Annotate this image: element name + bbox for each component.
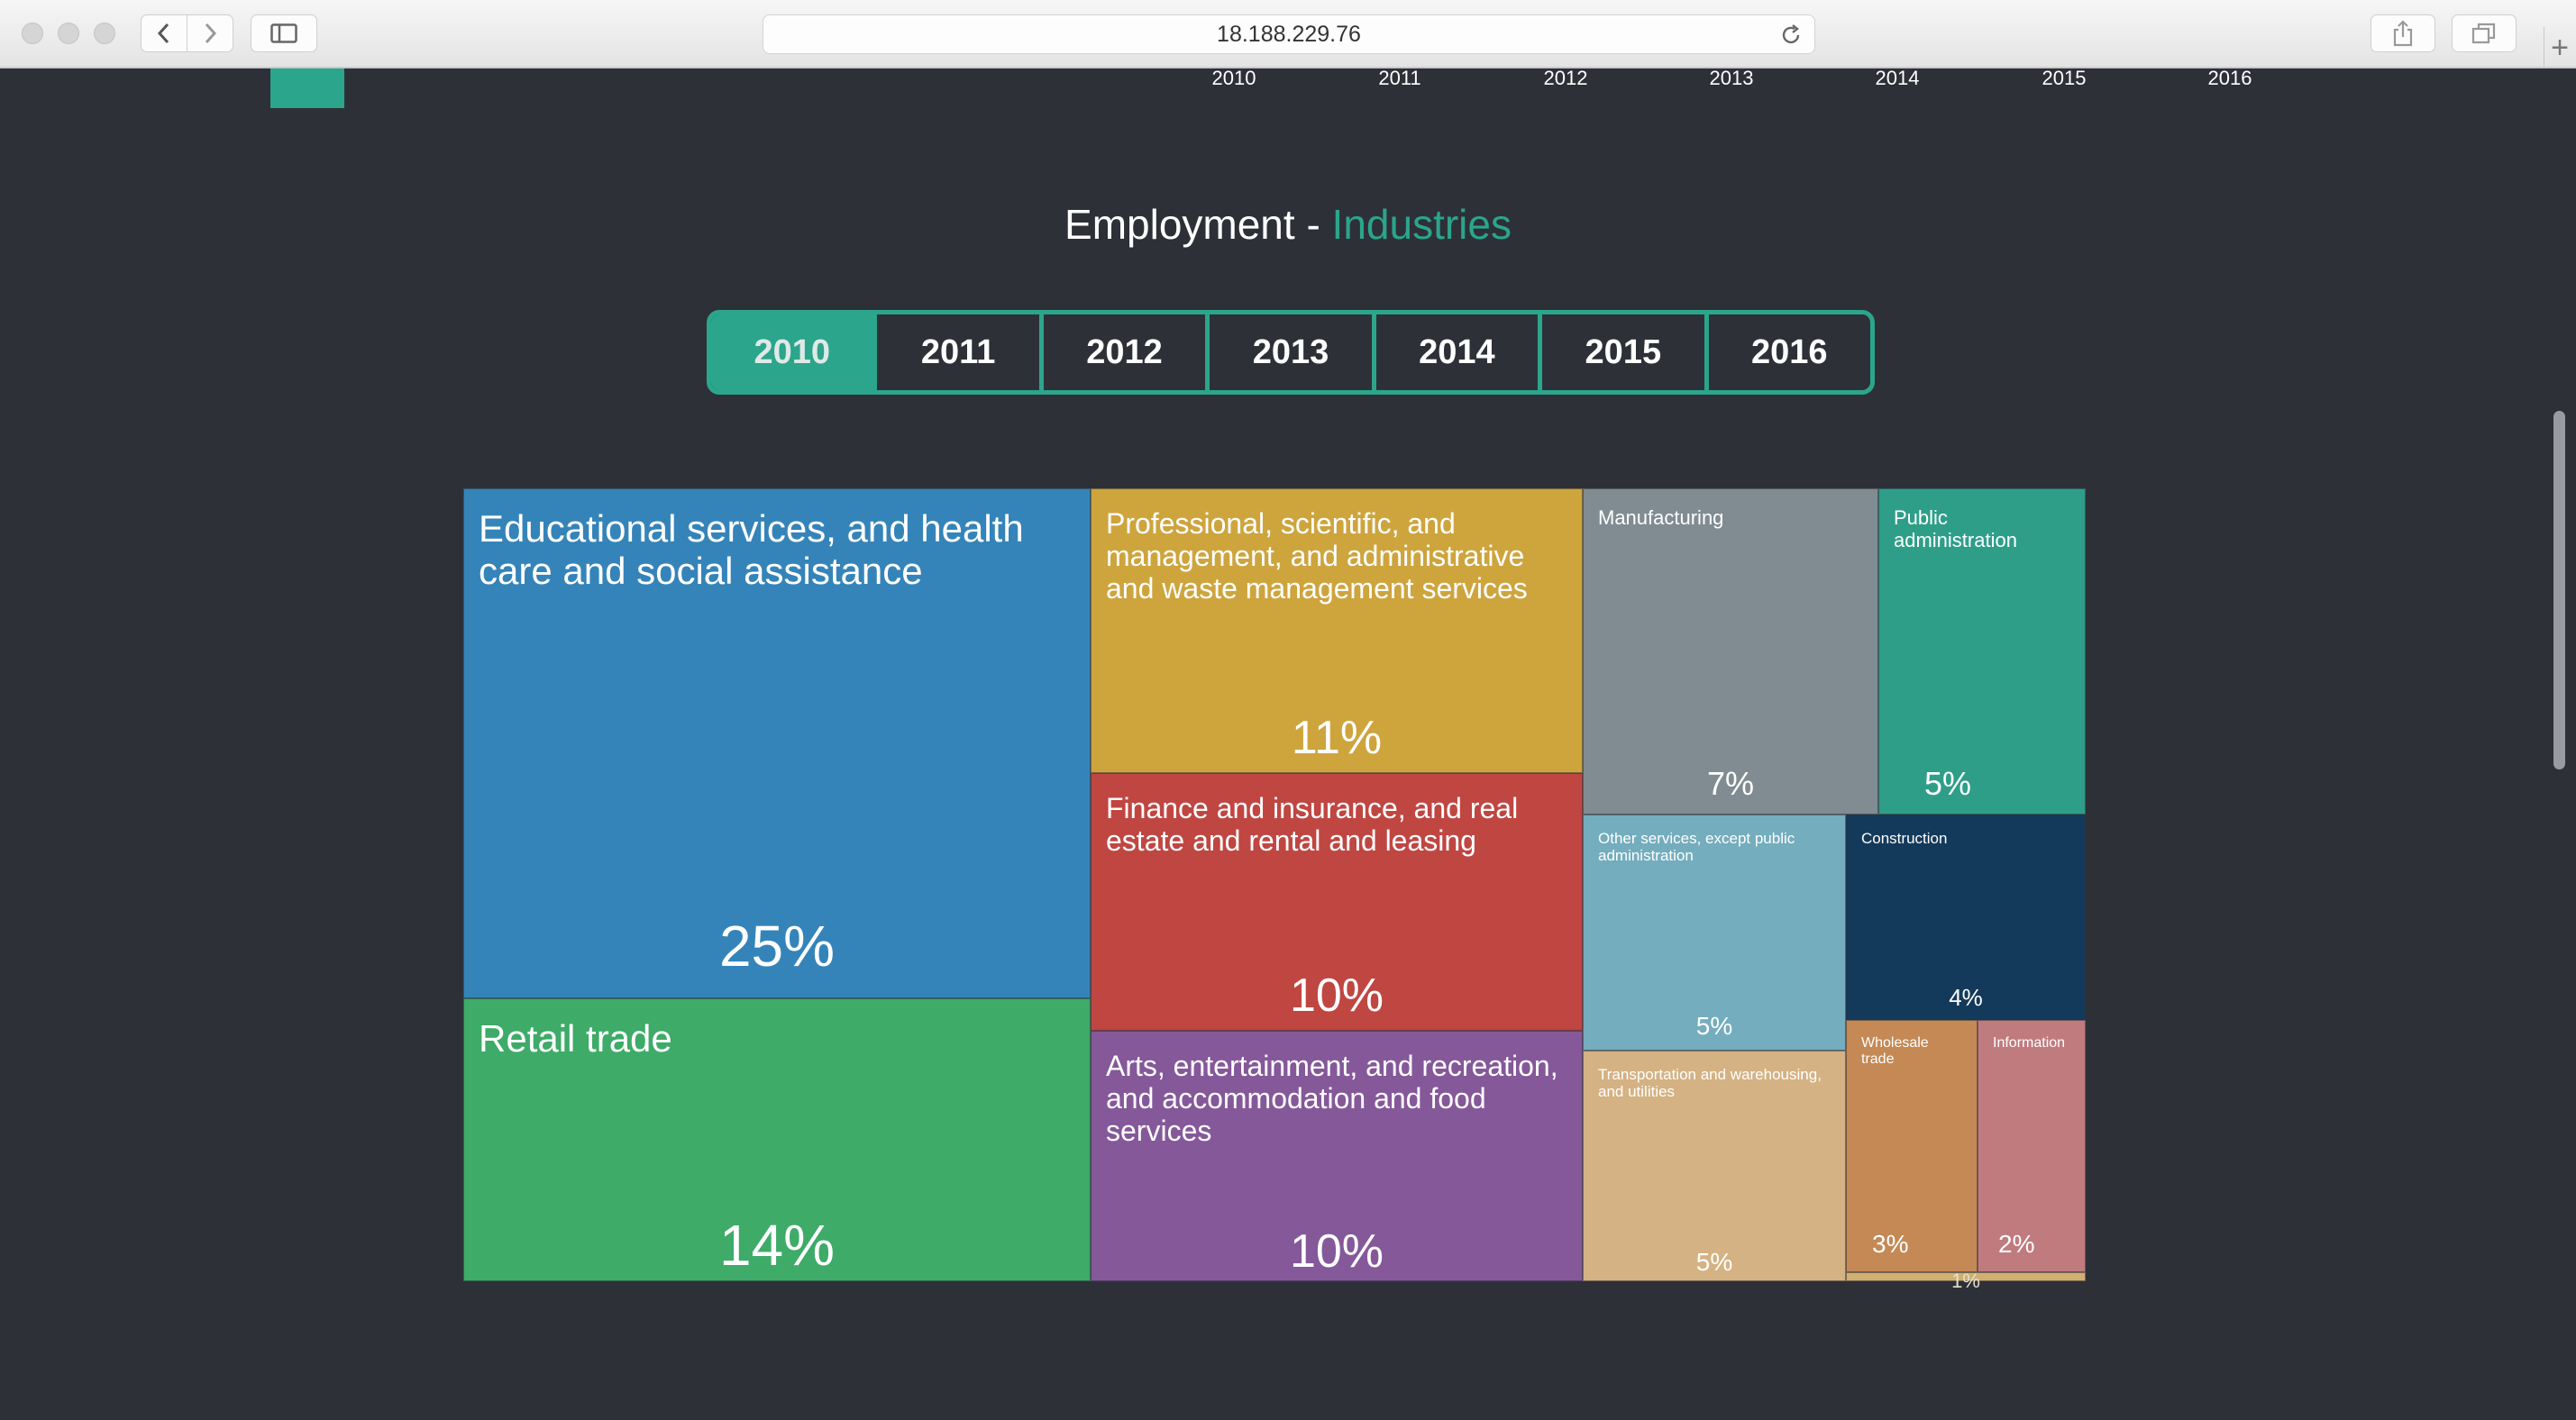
minimize-window-button[interactable] bbox=[58, 23, 79, 44]
treemap-tile-finance[interactable]: Finance and insurance, and real estate a… bbox=[1091, 773, 1583, 1031]
treemap-tile-label: Wholesale trade bbox=[1861, 1035, 1929, 1068]
treemap-tile-percent: 3% bbox=[1872, 1230, 1909, 1258]
axis-year-label: 2016 bbox=[2207, 67, 2252, 89]
treemap-tile-percent: 14% bbox=[718, 1213, 836, 1278]
treemap-tile-arts[interactable]: Arts, entertainment, and recreation, and… bbox=[1091, 1031, 1583, 1281]
tabs-overview-button[interactable] bbox=[2452, 14, 2517, 52]
treemap-tile-public-admin[interactable]: Public administration 5% bbox=[1878, 488, 2086, 815]
treemap-tile-label: Manufacturing bbox=[1598, 506, 1724, 529]
treemap-tile-percent: 1% bbox=[1951, 1270, 1980, 1292]
treemap-tile-transportation[interactable]: Transportation and warehousing, and util… bbox=[1583, 1051, 1846, 1281]
axis-year-label: 2011 bbox=[1378, 67, 1421, 89]
treemap-tile-education[interactable]: Educational services, and health care an… bbox=[463, 488, 1091, 998]
treemap-tile-label: Retail trade bbox=[479, 1017, 672, 1060]
plus-icon: + bbox=[2551, 31, 2569, 65]
treemap-tile-label: Construction bbox=[1861, 830, 1948, 847]
title-accent: Industries bbox=[1331, 201, 1512, 248]
axis-year-label: 2012 bbox=[1543, 67, 1588, 89]
tabs-icon bbox=[2471, 23, 2496, 44]
treemap-tile-percent: 11% bbox=[1291, 712, 1383, 764]
treemap-tile-percent: 5% bbox=[1695, 1248, 1733, 1276]
sidebar-icon bbox=[270, 23, 297, 43]
axis-year-label: 2010 bbox=[1211, 67, 1256, 89]
tab-2013[interactable]: 2013 bbox=[1210, 314, 1376, 390]
treemap-tile-percent: 4% bbox=[1949, 984, 1983, 1011]
address-bar[interactable]: 18.188.229.76 bbox=[763, 14, 1815, 54]
tab-2011[interactable]: 2011 bbox=[877, 314, 1044, 390]
axis-year-label: 2014 bbox=[1875, 67, 1920, 89]
treemap-tile-percent: 25% bbox=[718, 914, 836, 979]
treemap-tile-percent: 2% bbox=[1998, 1230, 2035, 1258]
treemap-tile-percent: 10% bbox=[1289, 969, 1384, 1022]
treemap-tile-label: Finance and insurance, and real estate a… bbox=[1106, 792, 1519, 858]
axis-year-label: 2015 bbox=[2042, 67, 2087, 89]
industry-treemap: Educational services, and health care an… bbox=[463, 488, 2086, 1292]
treemap-tile-wholesale[interactable]: Wholesale trade 3% bbox=[1846, 1020, 1978, 1272]
treemap-tile-percent: 5% bbox=[1924, 765, 1972, 802]
treemap-tile-professional[interactable]: Professional, scientific, and management… bbox=[1091, 488, 1583, 773]
chevron-left-icon bbox=[157, 23, 169, 44]
treemap-tile-manufacturing[interactable]: Manufacturing 7% bbox=[1583, 488, 1878, 815]
page-scrollbar[interactable] bbox=[2553, 411, 2565, 769]
tab-2015[interactable]: 2015 bbox=[1542, 314, 1709, 390]
sidebar-toggle-button[interactable] bbox=[251, 14, 317, 52]
address-url: 18.188.229.76 bbox=[1217, 22, 1361, 47]
close-window-button[interactable] bbox=[22, 23, 43, 44]
treemap-tile-percent: 7% bbox=[1706, 765, 1755, 802]
tab-2014[interactable]: 2014 bbox=[1376, 314, 1543, 390]
treemap-tile-label: Transportation and warehousing, and util… bbox=[1598, 1066, 1822, 1101]
new-tab-button[interactable]: + bbox=[2544, 27, 2575, 68]
tab-2012[interactable]: 2012 bbox=[1044, 314, 1210, 390]
reload-icon[interactable] bbox=[1780, 24, 1802, 46]
treemap-tile-label: Educational services, and health care an… bbox=[479, 507, 1024, 593]
share-icon bbox=[2393, 20, 2413, 47]
tab-2010[interactable]: 2010 bbox=[711, 314, 878, 390]
treemap-tile-retail[interactable]: Retail trade 14% bbox=[463, 998, 1091, 1281]
treemap-tile-information[interactable]: Information 2% bbox=[1978, 1020, 2086, 1272]
treemap-tile-label: Information bbox=[1993, 1035, 2066, 1051]
tab-2016[interactable]: 2016 bbox=[1750, 332, 1828, 371]
forward-button[interactable] bbox=[187, 14, 233, 52]
treemap-tile-label: Other services, except public administra… bbox=[1598, 830, 1795, 865]
chart-bar-partial bbox=[270, 68, 344, 108]
treemap-tile-label: Arts, entertainment, and recreation, and… bbox=[1106, 1050, 1558, 1148]
treemap-tile-percent: 5% bbox=[1695, 1012, 1733, 1040]
page-title: Employment - Industries bbox=[0, 200, 2576, 249]
browser-toolbar: 18.188.229.76 + bbox=[0, 0, 2576, 68]
back-button[interactable] bbox=[141, 14, 187, 52]
treemap-tile-other-services[interactable]: Other services, except public administra… bbox=[1583, 815, 1846, 1051]
axis-year-label: 2013 bbox=[1709, 67, 1754, 89]
share-button[interactable] bbox=[2370, 14, 2435, 52]
treemap-tile-construction[interactable]: Construction 4% bbox=[1846, 815, 2086, 1020]
title-prefix: Employment - bbox=[1064, 201, 1332, 248]
treemap-tile-percent: 10% bbox=[1289, 1225, 1384, 1278]
treemap-tile-label: Professional, scientific, and management… bbox=[1106, 507, 1528, 605]
treemap-tile-label: Public administration bbox=[1894, 506, 2017, 551]
treemap-tile-agriculture[interactable]: 1% bbox=[1846, 1270, 2086, 1292]
year-tabs: 2010 2011 2012 2013 2014 2015 2016 bbox=[707, 310, 1875, 395]
zoom-window-button[interactable] bbox=[94, 23, 115, 44]
chevron-right-icon bbox=[205, 23, 217, 44]
